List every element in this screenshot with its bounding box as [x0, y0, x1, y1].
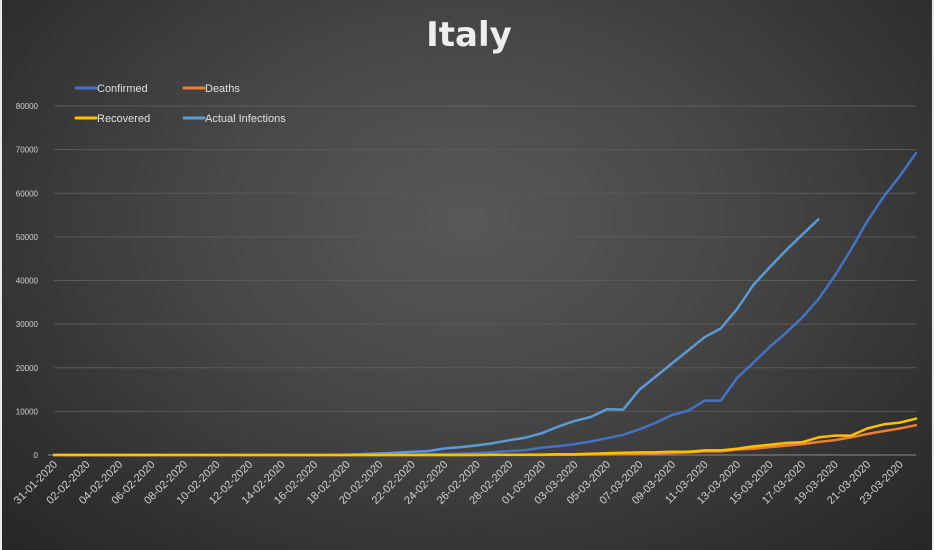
series-lines	[52, 151, 918, 457]
legend-label-deaths: Deaths	[205, 83, 240, 95]
chart-title: Italy	[426, 15, 512, 55]
series-line-recovered	[52, 417, 918, 457]
series-line-deaths	[52, 423, 918, 457]
series-line-confirmed	[52, 151, 918, 457]
y-tick-label: 80000	[16, 102, 39, 111]
y-tick-label: 20000	[16, 364, 39, 373]
y-tick-label: 40000	[16, 277, 39, 286]
legend-label-recovered: Recovered	[97, 113, 150, 125]
y-tick-label: 10000	[16, 407, 39, 416]
gridlines	[54, 105, 916, 412]
y-tick-label: 0	[34, 451, 39, 460]
y-tick-label: 60000	[16, 189, 39, 198]
y-tick-label: 50000	[16, 233, 39, 242]
series-line-actual-infections	[52, 218, 820, 457]
y-tick-label: 30000	[16, 320, 39, 329]
y-tick-label: 70000	[16, 146, 39, 155]
legend-label-confirmed: Confirmed	[97, 83, 148, 95]
legend: Confirmed Deaths Recovered Actual Infection…	[74, 83, 286, 125]
legend-label-actual-infections: Actual Infections	[205, 113, 286, 125]
